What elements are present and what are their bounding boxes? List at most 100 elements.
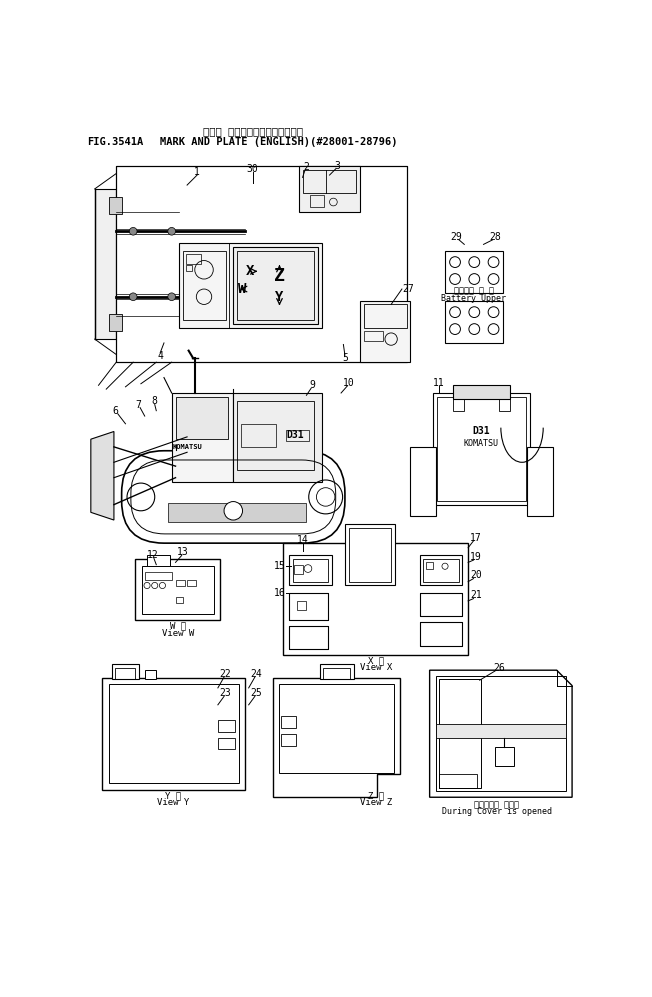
Bar [281,734,297,746]
Text: Z: Z [274,267,285,285]
Bar [187,580,196,586]
Text: Y: Y [275,290,284,304]
Text: 27: 27 [403,284,415,294]
Bar [323,668,350,679]
Bar [439,679,481,788]
Text: 6: 6 [113,406,119,416]
Bar [319,664,354,679]
Text: 15: 15 [274,561,286,571]
Text: 4: 4 [157,351,163,361]
Text: MARK AND PLATE (ENGLISH)(#28001-28796): MARK AND PLATE (ENGLISH)(#28001-28796) [160,137,398,147]
Bar [145,670,156,679]
Text: View X: View X [360,663,392,672]
Bar [445,250,503,293]
Text: 9: 9 [310,380,316,390]
Bar [108,684,239,784]
Text: Z 視: Z 視 [368,792,384,801]
Text: X 視: X 視 [368,656,384,665]
Polygon shape [273,678,400,798]
Bar [218,738,235,750]
Bar [293,558,328,581]
Text: KOMATSU: KOMATSU [464,439,499,448]
Text: 19: 19 [470,552,482,562]
Bar [108,196,123,213]
Bar [445,300,503,343]
Text: During Cover is opened: During Cover is opened [441,808,552,817]
Bar [436,676,566,791]
Bar [145,572,171,580]
Bar [111,664,139,679]
Text: 16: 16 [274,588,286,598]
Circle shape [129,227,137,235]
Bar [426,561,434,569]
Text: View W: View W [162,629,194,638]
Bar [410,447,436,516]
Bar [420,622,462,645]
Bar [218,720,235,732]
Text: 23: 23 [220,688,231,698]
Text: 12: 12 [147,550,158,560]
Text: 24: 24 [250,669,262,679]
Text: Battery Upper: Battery Upper [441,294,506,303]
Bar [527,447,553,516]
Bar [186,265,192,271]
Text: バッテリ 上 面: バッテリ 上 面 [454,287,494,296]
Text: 11: 11 [433,378,445,388]
Bar [233,393,322,482]
Bar [171,393,233,482]
Text: 14: 14 [297,535,308,545]
Bar [349,527,391,581]
Text: 28: 28 [489,231,501,241]
Text: 1: 1 [194,167,200,177]
Circle shape [224,501,243,520]
Bar [436,724,566,738]
Bar [289,593,328,620]
Bar [289,626,328,649]
Bar [237,250,314,320]
Text: 前枠カバー 開放時: 前枠カバー 開放時 [474,801,519,810]
Text: 7: 7 [136,400,141,410]
Bar [233,246,318,324]
Bar [345,523,395,585]
Bar [179,243,322,328]
Text: 5: 5 [342,353,348,363]
Bar [452,385,511,399]
Text: X: X [246,264,254,278]
Text: 13: 13 [177,547,189,557]
Bar [434,393,529,504]
Text: W: W [239,282,246,296]
Bar [299,166,361,212]
Bar [289,554,332,585]
Bar [364,331,383,341]
Bar [364,304,407,328]
Circle shape [168,293,175,300]
Text: View Y: View Y [157,799,189,808]
Bar [423,558,459,581]
Bar [289,593,328,620]
Bar [420,554,462,585]
Text: マーク オヨビプレート（エイゴ）: マーク オヨビプレート（エイゴ） [203,126,303,136]
Bar [175,397,228,440]
Bar [95,189,116,339]
Text: 26: 26 [493,663,505,673]
Bar [175,580,185,586]
Bar [141,566,214,614]
Text: 20: 20 [470,570,482,580]
Bar [420,593,462,616]
Bar [102,678,245,790]
FancyBboxPatch shape [122,451,345,543]
Bar [439,774,477,788]
Bar [108,314,123,331]
Bar [175,597,183,603]
Bar [499,399,511,411]
Text: View Z: View Z [360,799,392,808]
Text: W 視: W 視 [170,622,186,631]
Text: 22: 22 [220,669,231,679]
Text: 2: 2 [303,163,309,172]
Bar [303,169,357,192]
Bar [452,399,464,411]
Bar [183,250,226,320]
Bar [297,601,306,610]
Bar [241,424,276,447]
Bar [186,254,201,263]
